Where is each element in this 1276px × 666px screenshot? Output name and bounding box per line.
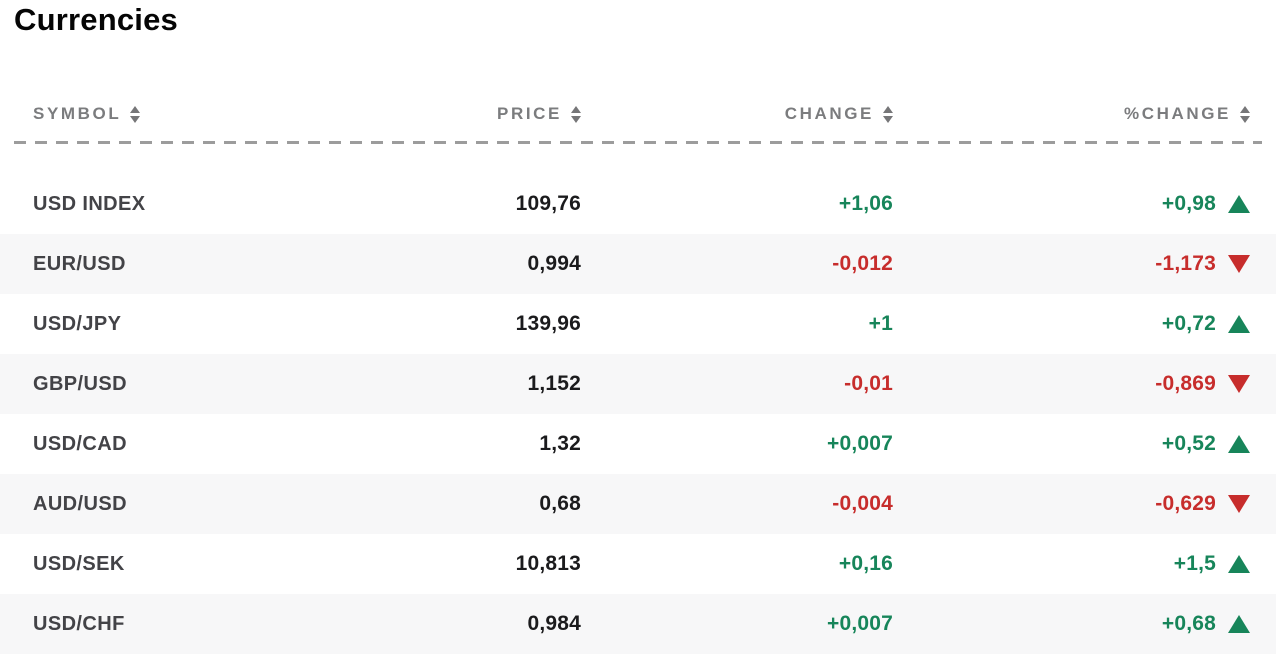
symbol-cell[interactable]: USD INDEX bbox=[33, 192, 146, 215]
pct-change-cell: +0,52 bbox=[900, 432, 1276, 456]
trend-down-icon bbox=[1228, 375, 1250, 393]
currencies-table: SYMBOL PRICE CHANGE %CHANGE USD INDEX 10… bbox=[0, 101, 1276, 654]
symbol-cell[interactable]: AUD/USD bbox=[33, 492, 127, 515]
trend-up-icon bbox=[1228, 615, 1250, 633]
change-cell: -0,01 bbox=[844, 372, 893, 395]
sort-icon bbox=[883, 105, 893, 123]
symbol-cell[interactable]: USD/CAD bbox=[33, 432, 127, 455]
column-header-label: SYMBOL bbox=[33, 104, 122, 123]
change-cell: +0,007 bbox=[826, 432, 893, 455]
trend-down-icon bbox=[1228, 255, 1250, 273]
table-header-row: SYMBOL PRICE CHANGE %CHANGE bbox=[0, 101, 1276, 127]
symbol-cell[interactable]: GBP/USD bbox=[33, 372, 127, 395]
page-title: Currencies bbox=[14, 2, 178, 37]
price-cell: 1,32 bbox=[539, 432, 581, 455]
pct-change-cell: +1,5 bbox=[900, 552, 1276, 576]
pct-change-cell: -0,869 bbox=[900, 372, 1276, 396]
column-header-pct-change[interactable]: %CHANGE bbox=[900, 104, 1276, 124]
change-cell: +0,007 bbox=[826, 612, 893, 635]
column-header-change[interactable]: CHANGE bbox=[590, 104, 900, 124]
column-header-price[interactable]: PRICE bbox=[360, 104, 590, 124]
sort-icon bbox=[1240, 105, 1250, 123]
sort-icon bbox=[130, 105, 141, 123]
pct-change-value: +0,68 bbox=[1161, 612, 1216, 635]
price-cell: 139,96 bbox=[515, 312, 581, 335]
change-cell: +1,06 bbox=[838, 192, 893, 215]
table-row[interactable]: USD/CAD 1,32 +0,007 +0,52 bbox=[0, 414, 1276, 474]
price-cell: 10,813 bbox=[515, 552, 581, 575]
sort-icon bbox=[571, 105, 581, 123]
pct-change-value: -1,173 bbox=[1155, 252, 1216, 275]
header-divider bbox=[14, 141, 1262, 144]
price-cell: 1,152 bbox=[527, 372, 581, 395]
change-cell: +0,16 bbox=[838, 552, 893, 575]
pct-change-cell: -0,629 bbox=[900, 492, 1276, 516]
trend-up-icon bbox=[1228, 555, 1250, 573]
trend-up-icon bbox=[1228, 435, 1250, 453]
change-cell: +1 bbox=[868, 312, 893, 335]
table-row[interactable]: USD/SEK 10,813 +0,16 +1,5 bbox=[0, 534, 1276, 594]
table-row[interactable]: EUR/USD 0,994 -0,012 -1,173 bbox=[0, 234, 1276, 294]
pct-change-cell: +0,98 bbox=[900, 192, 1276, 216]
price-cell: 0,994 bbox=[527, 252, 581, 275]
price-cell: 0,984 bbox=[527, 612, 581, 635]
table-row[interactable]: AUD/USD 0,68 -0,004 -0,629 bbox=[0, 474, 1276, 534]
symbol-cell[interactable]: USD/CHF bbox=[33, 612, 125, 635]
pct-change-value: +0,98 bbox=[1161, 192, 1216, 215]
column-header-label: %CHANGE bbox=[1124, 104, 1231, 123]
table-body: USD INDEX 109,76 +1,06 +0,98 EUR/USD 0,9… bbox=[0, 174, 1276, 654]
change-cell: -0,012 bbox=[832, 252, 893, 275]
pct-change-cell: +0,68 bbox=[900, 612, 1276, 636]
column-header-label: PRICE bbox=[497, 104, 562, 123]
pct-change-cell: -1,173 bbox=[900, 252, 1276, 276]
symbol-cell[interactable]: USD/JPY bbox=[33, 312, 122, 335]
pct-change-value: -0,629 bbox=[1155, 492, 1216, 515]
pct-change-value: +0,52 bbox=[1161, 432, 1216, 455]
table-row[interactable]: GBP/USD 1,152 -0,01 -0,869 bbox=[0, 354, 1276, 414]
pct-change-value: +0,72 bbox=[1161, 312, 1216, 335]
currencies-widget: Currencies SYMBOL PRICE CHANGE %CHANGE U… bbox=[0, 2, 1276, 654]
price-cell: 0,68 bbox=[539, 492, 581, 515]
symbol-cell[interactable]: EUR/USD bbox=[33, 252, 126, 275]
trend-up-icon bbox=[1228, 315, 1250, 333]
price-cell: 109,76 bbox=[515, 192, 581, 215]
column-header-symbol[interactable]: SYMBOL bbox=[0, 104, 360, 124]
trend-down-icon bbox=[1228, 495, 1250, 513]
table-row[interactable]: USD INDEX 109,76 +1,06 +0,98 bbox=[0, 174, 1276, 234]
trend-up-icon bbox=[1228, 195, 1250, 213]
change-cell: -0,004 bbox=[832, 492, 893, 515]
pct-change-value: -0,869 bbox=[1155, 372, 1216, 395]
pct-change-value: +1,5 bbox=[1173, 552, 1216, 575]
table-row[interactable]: USD/JPY 139,96 +1 +0,72 bbox=[0, 294, 1276, 354]
pct-change-cell: +0,72 bbox=[900, 312, 1276, 336]
symbol-cell[interactable]: USD/SEK bbox=[33, 552, 125, 575]
table-row[interactable]: USD/CHF 0,984 +0,007 +0,68 bbox=[0, 594, 1276, 654]
column-header-label: CHANGE bbox=[784, 104, 874, 123]
